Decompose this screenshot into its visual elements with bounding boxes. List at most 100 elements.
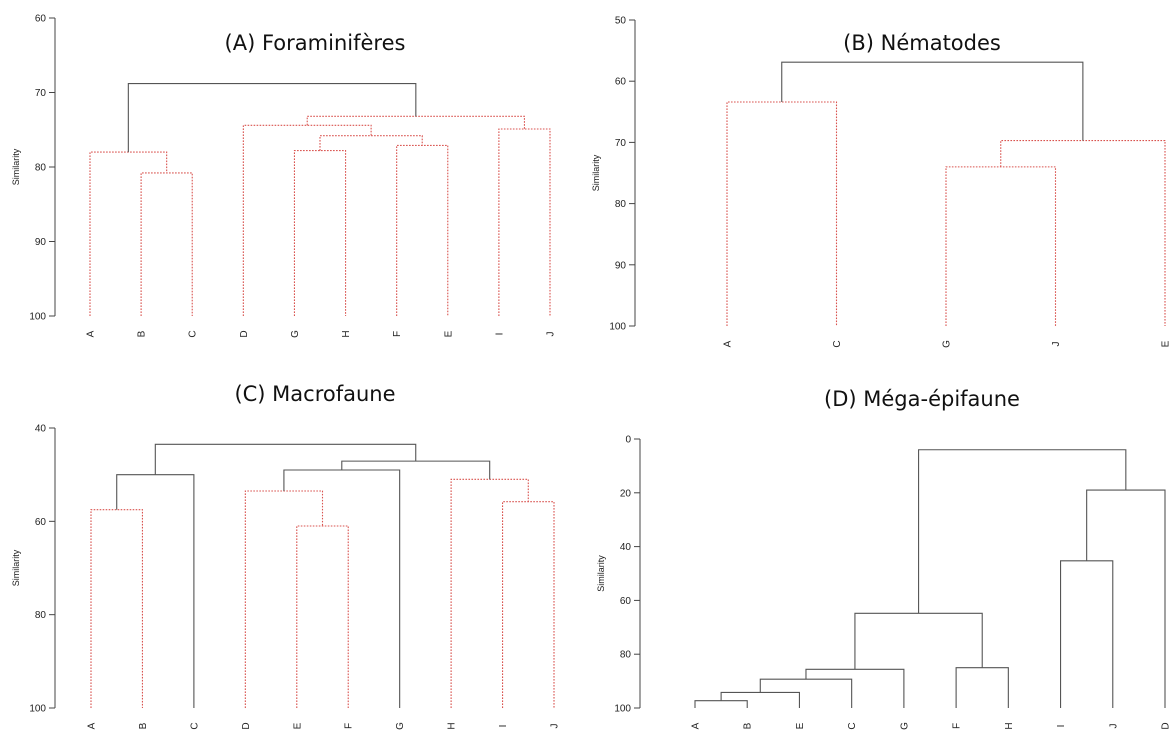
leaf-label-f: F <box>952 723 963 729</box>
dendrogram-link-4 <box>319 135 423 151</box>
leaf-label-g: G <box>942 340 953 348</box>
leaf-label-f: F <box>392 331 403 337</box>
y-axis-title: Similarity <box>11 148 21 185</box>
y-tick-label: 100 <box>29 312 46 323</box>
dendrogram-svg-d: (D) Méga-épifaune 0 20 40 60 80 100 Similarity A… <box>596 387 1171 730</box>
y-tick-label: 60 <box>620 596 632 607</box>
chart-title: (C) Macrofaune <box>234 382 395 406</box>
leaf-label-a: A <box>87 722 98 729</box>
leaf-label-e: E <box>292 722 303 729</box>
dendrogram-svg-c: (C) Macrofaune 40 60 80 100 Similarity A B C D E F G… <box>11 382 561 730</box>
leaf-label-a: A <box>86 330 97 337</box>
dendrogram-link-8 <box>154 443 417 475</box>
y-tick-label: 20 <box>620 488 632 499</box>
dendrogram-link-7 <box>306 115 525 130</box>
y-tick-label: 0 <box>625 435 631 446</box>
y-tick-label: 70 <box>615 138 627 149</box>
leaf-label-c: C <box>188 330 199 337</box>
dendrogram-link-1 <box>89 151 168 316</box>
dendrogram-link-2 <box>1000 140 1166 326</box>
dendrogram-link-0 <box>726 101 838 326</box>
dendrogram-link-3 <box>396 144 449 316</box>
leaf-label-b: B <box>137 330 148 337</box>
leaf-label-i: I <box>498 725 509 728</box>
y-tick-label: 100 <box>29 704 46 715</box>
leaf-label-g: G <box>290 330 301 338</box>
dendrogram-link-4 <box>955 667 1009 708</box>
dendrogram-link-2 <box>296 525 349 708</box>
dendrogram-link-0 <box>694 700 748 708</box>
leaf-label-j: J <box>546 332 557 337</box>
y-tick-label: 60 <box>35 517 47 528</box>
leaf-label-h: H <box>447 722 458 729</box>
dendrogram-link-5 <box>854 612 983 670</box>
y-tick-label: 90 <box>615 260 627 271</box>
dendrogram-link-5 <box>242 124 372 316</box>
dendrogram-link-8 <box>918 449 1127 614</box>
leaf-label-j: J <box>550 724 561 729</box>
leaf-label-i: I <box>1056 725 1067 728</box>
dendrogram-panel-a: (A) Foraminifères 60 70 80 90 100 Similarity A B… <box>0 0 585 366</box>
y-tick-label: 80 <box>35 610 47 621</box>
leaf-label-h: H <box>341 330 352 337</box>
dendrogram-link-2 <box>759 678 853 708</box>
y-tick-label: 40 <box>620 542 632 553</box>
y-tick-label: 100 <box>614 704 631 715</box>
leaf-label-e: E <box>795 722 806 729</box>
dendrogram-link-3 <box>805 668 905 708</box>
y-axis-title: Similarity <box>596 555 606 592</box>
dendrogram-link-0 <box>140 172 193 316</box>
leaf-label-e: E <box>1161 340 1171 347</box>
leaf-label-d: D <box>1161 722 1171 729</box>
leaf-label-h: H <box>1004 722 1015 729</box>
y-tick-label: 80 <box>620 650 632 661</box>
leaf-label-f: F <box>344 723 355 729</box>
dendrogram-svg-a: (A) Foraminifères 60 70 80 90 100 Similarity A B… <box>11 14 557 338</box>
dendrogram-link-4 <box>283 469 401 708</box>
dendrogram-link-1 <box>116 474 195 708</box>
y-tick-label: 100 <box>609 322 626 333</box>
leaf-label-d: D <box>241 722 252 729</box>
dendrogram-link-3 <box>244 490 324 708</box>
y-tick-label: 70 <box>35 88 47 99</box>
y-tick-label: 60 <box>35 14 47 25</box>
leaf-label-b: B <box>743 722 754 729</box>
dendrogram-panel-b: (B) Nématodes 50 60 70 80 90 100 Similarity A C G J… <box>585 0 1171 366</box>
leaf-label-c: C <box>832 340 843 347</box>
dendrogram-link-0 <box>90 509 143 708</box>
y-tick-label: 90 <box>35 237 47 248</box>
leaf-label-b: B <box>138 722 149 729</box>
dendrogram-panel-c: (C) Macrofaune 40 60 80 100 Similarity A B C D E F G… <box>0 366 585 733</box>
leaf-label-g: G <box>899 722 910 730</box>
chart-title: (A) Foraminifères <box>225 31 406 55</box>
leaf-label-d: D <box>239 330 250 337</box>
y-tick-label: 40 <box>35 424 47 435</box>
dendrogram-svg-b: (B) Nématodes 50 60 70 80 90 100 Similarity A C G J… <box>591 16 1171 348</box>
leaf-label-j: J <box>1108 724 1119 729</box>
dendrogram-link-3 <box>781 61 1084 141</box>
dendrogram-link-5 <box>502 501 555 708</box>
y-axis-title: Similarity <box>11 549 21 586</box>
leaf-label-i: I <box>494 333 505 336</box>
y-tick-label: 50 <box>615 16 627 27</box>
leaf-label-g: G <box>395 722 406 730</box>
y-tick-label: 80 <box>35 163 47 174</box>
dendrogram-link-7 <box>1086 489 1166 708</box>
leaf-label-a: A <box>723 340 734 347</box>
dendrogram-link-1 <box>945 166 1057 326</box>
chart-title: (B) Nématodes <box>843 31 1001 55</box>
leaf-label-c: C <box>847 722 858 729</box>
dendrogram-link-6 <box>450 478 529 708</box>
chart-title: (D) Méga-épifaune <box>824 387 1020 411</box>
leaf-label-j: J <box>1051 342 1062 347</box>
dendrogram-link-6 <box>498 128 551 316</box>
leaf-label-a: A <box>691 722 702 729</box>
leaf-label-e: E <box>443 330 454 337</box>
dendrogram-panel-d: (D) Méga-épifaune 0 20 40 60 80 100 Similarity A… <box>585 366 1171 733</box>
dendrogram-link-2 <box>293 150 347 316</box>
dendrogram-link-6 <box>1060 560 1114 708</box>
y-tick-label: 80 <box>615 199 627 210</box>
y-axis-title: Similarity <box>591 154 601 191</box>
dendrogram-link-8 <box>127 83 417 153</box>
leaf-label-c: C <box>189 722 200 729</box>
